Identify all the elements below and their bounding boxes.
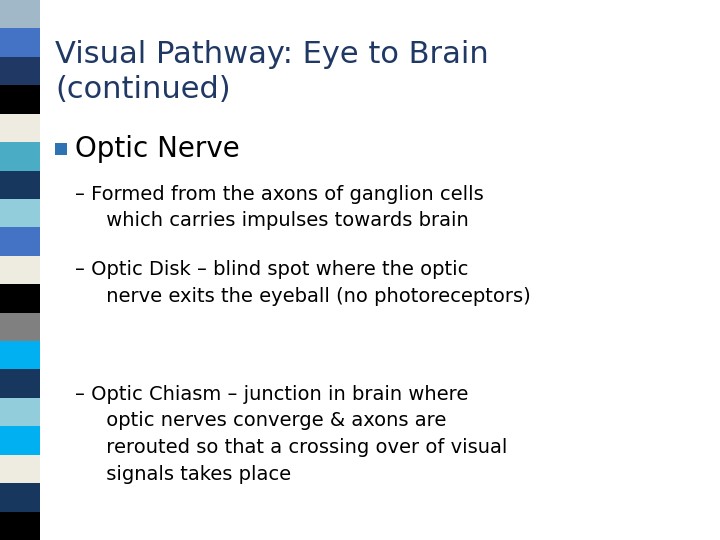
Bar [0,398,40,426]
Bar [0,142,40,171]
Bar [0,426,40,455]
Bar [0,171,40,199]
Bar [0,455,40,483]
Text: – Optic Chiasm – junction in brain where
     optic nerves converge & axons are
: – Optic Chiasm – junction in brain where… [75,385,508,483]
Bar [0,199,40,227]
Bar [0,227,40,256]
Bar [0,256,40,284]
Bar [0,511,40,540]
Bar [0,0,40,29]
Bar [0,114,40,142]
Text: (continued): (continued) [55,75,230,104]
Text: Optic Nerve: Optic Nerve [75,135,240,163]
Text: Visual Pathway: Eye to Brain: Visual Pathway: Eye to Brain [55,40,489,69]
Bar [0,483,40,511]
Bar [0,29,40,57]
Bar [0,284,40,313]
Bar [0,369,40,398]
Bar [0,85,40,114]
Bar [0,313,40,341]
Text: – Formed from the axons of ganglion cells
     which carries impulses towards br: – Formed from the axons of ganglion cell… [75,185,484,231]
Text: – Optic Disk – blind spot where the optic
     nerve exits the eyeball (no photo: – Optic Disk – blind spot where the opti… [75,260,531,306]
Bar [0,57,40,85]
Bar [55,143,67,155]
Bar [0,341,40,369]
